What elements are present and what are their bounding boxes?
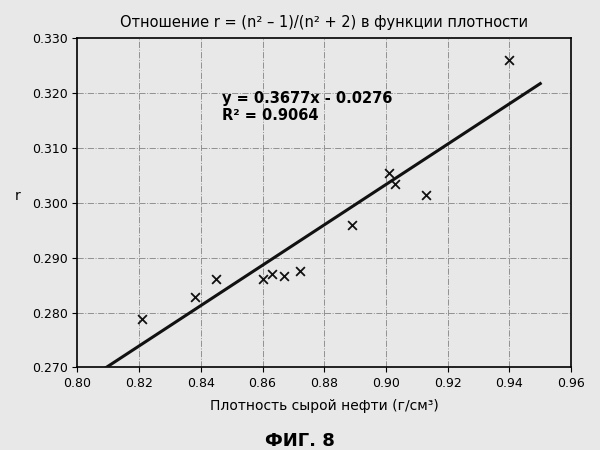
Point xyxy=(190,293,199,301)
Point xyxy=(384,169,394,176)
Point xyxy=(505,56,514,63)
Text: y = 0.3677x - 0.0276
R² = 0.9064: y = 0.3677x - 0.0276 R² = 0.9064 xyxy=(223,90,393,123)
Point xyxy=(258,275,268,282)
Point xyxy=(347,221,357,228)
Y-axis label: r: r xyxy=(15,189,21,203)
Point xyxy=(295,268,304,275)
Title: Отношение r = (n² – 1)/(n² + 2) в функции плотности: Отношение r = (n² – 1)/(n² + 2) в функци… xyxy=(120,15,529,30)
Point xyxy=(280,273,289,280)
Point xyxy=(391,180,400,187)
Point xyxy=(267,270,277,278)
Point xyxy=(137,315,147,323)
X-axis label: Плотность сырой нефти (г/см³): Плотность сырой нефти (г/см³) xyxy=(210,399,439,413)
Text: ФИГ. 8: ФИГ. 8 xyxy=(265,432,335,450)
Point xyxy=(211,275,221,282)
Point xyxy=(421,191,431,198)
